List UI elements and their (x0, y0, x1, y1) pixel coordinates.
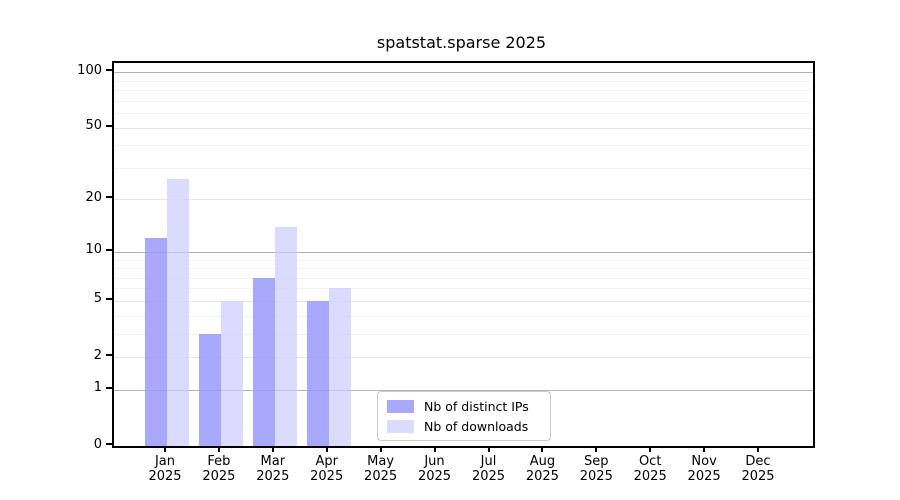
y-tick-mark (106, 354, 112, 356)
gridline (114, 100, 813, 102)
bar-distinct-ips (252, 277, 275, 446)
gridline (114, 199, 813, 201)
y-tick-label: 5 (93, 291, 102, 307)
x-tick-label: Mar 2025 (256, 454, 290, 484)
plot-area: Nb of distinct IPs Nb of downloads (112, 61, 815, 448)
x-tick-mark (217, 446, 220, 452)
x-tick-mark (164, 446, 166, 452)
x-tick-label: Feb 2025 (202, 454, 236, 484)
x-tick-label: Jan 2025 (148, 454, 182, 484)
legend: Nb of distinct IPs Nb of downloads (377, 391, 551, 441)
bar-downloads (220, 300, 243, 446)
gridline (114, 259, 813, 261)
gridline (114, 357, 813, 358)
gridline (114, 268, 813, 269)
distinct-ips-swatch (387, 399, 414, 413)
gridline (114, 167, 813, 169)
bar-downloads (274, 226, 297, 446)
y-tick-label: 10 (85, 242, 102, 258)
x-tick-mark (487, 446, 490, 452)
y-tick-label: 50 (85, 118, 102, 133)
gridline (114, 90, 813, 91)
gridline (114, 113, 813, 114)
y-tick-label: 100 (77, 62, 102, 78)
y-tick-mark (106, 297, 112, 300)
x-tick-mark (379, 446, 382, 452)
y-tick-mark (106, 124, 112, 127)
y-tick-mark (106, 196, 112, 199)
gridline (114, 251, 813, 253)
gridline (114, 80, 813, 82)
bar-distinct-ips (306, 300, 329, 446)
gridline (114, 72, 813, 74)
y-tick-mark (106, 248, 112, 251)
x-tick-mark (271, 446, 274, 452)
x-tick-label: Jun 2025 (417, 454, 452, 484)
gridline (114, 288, 813, 290)
y-tick-mark (106, 386, 112, 389)
x-tick-label: Apr 2025 (310, 454, 344, 484)
x-tick-label: Oct 2025 (633, 454, 667, 484)
x-tick-mark (541, 446, 544, 452)
x-tick-label: Dec 2025 (741, 454, 775, 484)
legend-label: Nb of distinct IPs (424, 398, 529, 414)
x-tick-mark (433, 446, 436, 452)
chart-title: spatstat.sparse 2025 (376, 33, 547, 52)
y-tick-label: 20 (85, 189, 102, 205)
gridline (114, 389, 813, 391)
x-tick-label: Jul 2025 (471, 454, 506, 484)
x-tick-label: May 2025 (364, 454, 398, 484)
y-tick-label: 1 (93, 380, 102, 396)
y-tick-label: 0 (93, 436, 102, 452)
legend-item-distinct-ips: Nb of distinct IPs (378, 398, 550, 414)
x-tick-mark (595, 446, 598, 452)
legend-label: Nb of downloads (424, 418, 529, 434)
y-tick-mark (106, 443, 112, 445)
x-tick-label: Sep 2025 (579, 454, 613, 484)
bar-downloads (328, 288, 351, 446)
x-tick-label: Aug 2025 (525, 454, 559, 484)
legend-item-downloads: Nb of downloads (378, 418, 550, 434)
downloads-swatch (387, 419, 414, 433)
y-tick-mark (106, 69, 112, 72)
gridline (114, 315, 813, 317)
x-tick-mark (649, 446, 652, 452)
x-tick-label: Nov 2025 (687, 454, 721, 484)
bar-downloads (167, 179, 189, 446)
y-tick-label: 2 (93, 347, 102, 363)
x-tick-mark (325, 446, 328, 452)
gridline (114, 277, 813, 279)
bar-distinct-ips (198, 333, 221, 446)
bar-distinct-ips (145, 238, 167, 446)
x-tick-mark (703, 446, 706, 452)
x-tick-mark (757, 446, 759, 452)
gridline (114, 333, 813, 335)
gridline (114, 127, 813, 129)
gridline (114, 300, 813, 302)
gridline (114, 145, 813, 147)
